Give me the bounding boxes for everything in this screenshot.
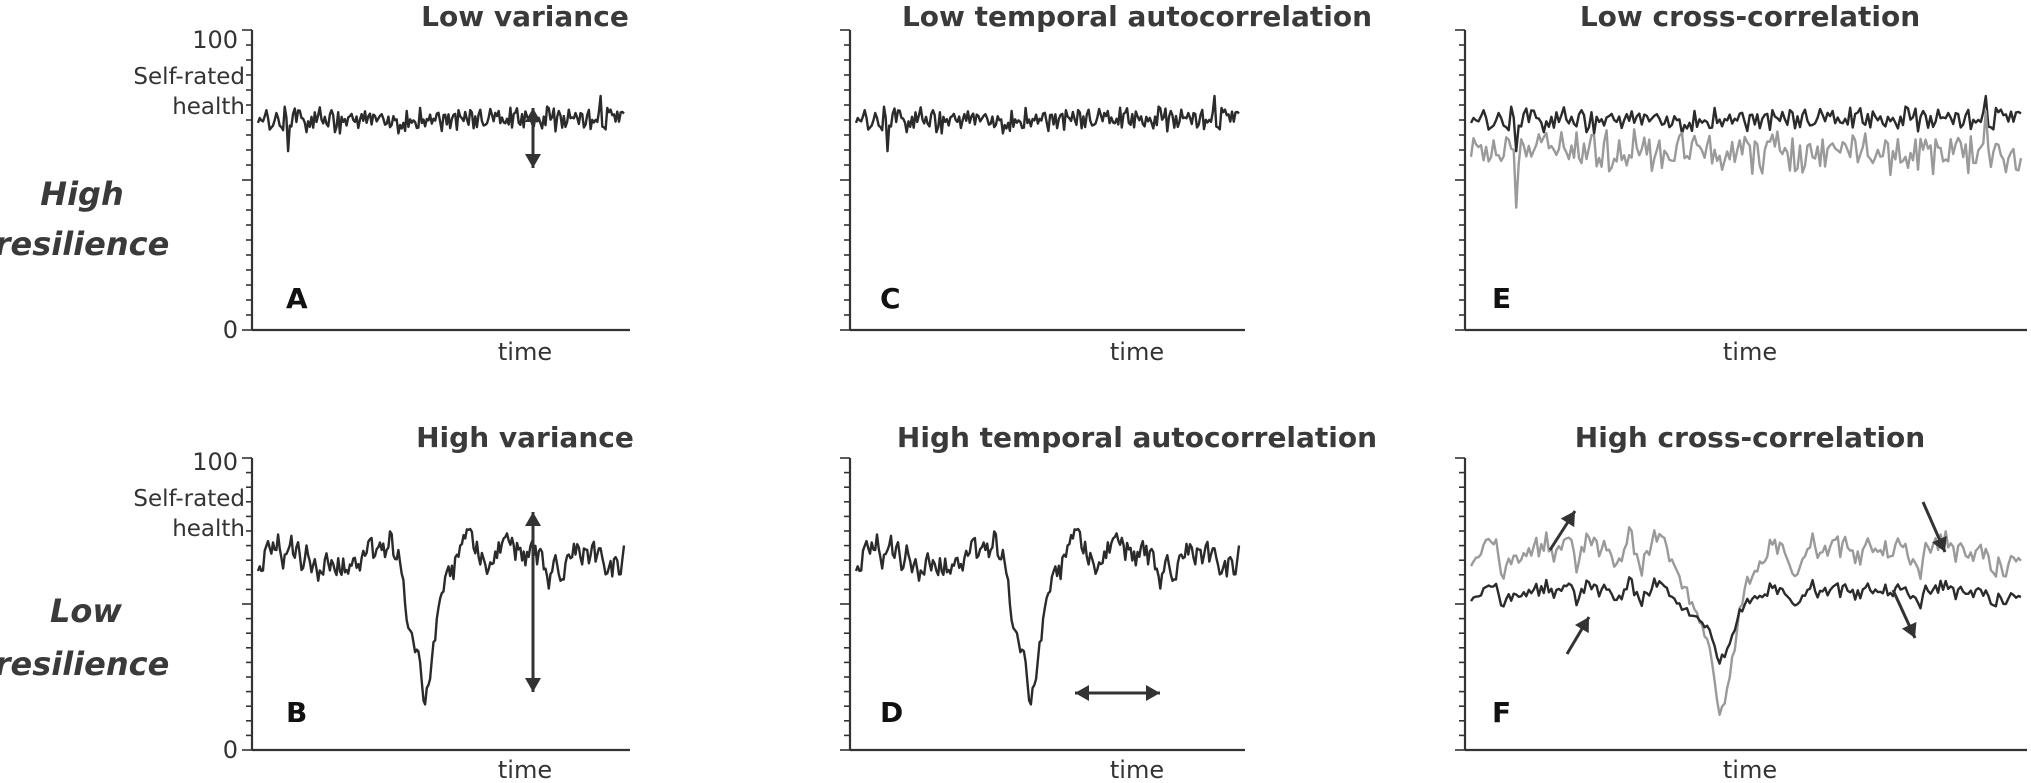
row-label-high-line1: High — [40, 175, 123, 213]
panel-b: High variance B time — [242, 421, 634, 783]
panel-f-x-label: time — [1723, 756, 1777, 783]
row-label-high-line2: resilience — [0, 225, 169, 263]
y-tick-max-bottom: 100 — [192, 448, 238, 476]
y-tick-min-top: 0 — [223, 316, 238, 344]
panel-b-axes — [242, 457, 630, 752]
y-tick-max-top: 100 — [192, 26, 238, 54]
up-arrow-f-2-head — [1574, 617, 1589, 634]
panel-a-letter: A — [286, 282, 308, 315]
row-label-low-line1: Low — [50, 592, 122, 630]
panel-a-series-1-line — [256, 94, 625, 153]
panel-b-letter: B — [286, 696, 307, 729]
y-axis-label-bottom-line2: health — [172, 516, 245, 542]
panel-e-title: Low cross-correlation — [1580, 0, 1920, 33]
autocorrelation-arrow-d-head — [1146, 685, 1160, 701]
panel-e-series — [1469, 94, 2023, 209]
panel-b-series — [256, 527, 626, 706]
y-axis-label-bottom-line1: Self-rated — [133, 486, 245, 512]
panel-c-x-label: time — [1110, 338, 1164, 366]
panel-e-series-2-line — [1469, 109, 2023, 209]
panel-c: Low temporal autocorrelation C time — [840, 0, 1372, 366]
panel-e: Low cross-correlation E time — [1455, 0, 2027, 366]
y-tick-min-bottom: 0 — [223, 736, 238, 764]
panel-f-letter: F — [1492, 696, 1511, 729]
panel-c-title: Low temporal autocorrelation — [902, 0, 1372, 33]
up-arrow-f-1-head — [1560, 511, 1575, 528]
panel-d-series — [854, 527, 1241, 706]
panel-f-title: High cross-correlation — [1575, 421, 1925, 454]
panel-f-series-1-line — [1469, 526, 2022, 716]
panel-b-title: High variance — [416, 421, 634, 454]
panel-e-axes — [1455, 29, 2027, 332]
panel-a-series — [256, 94, 625, 153]
panel-e-letter: E — [1492, 282, 1511, 315]
panel-f-series-2-line — [1470, 576, 2022, 665]
panel-c-axes — [840, 29, 1245, 332]
panel-a-axes — [242, 29, 630, 332]
panel-d: High temporal autocorrelation D time — [840, 421, 1377, 783]
panel-c-series-1-line — [854, 94, 1240, 153]
autocorrelation-arrow-d-head — [1075, 685, 1089, 701]
down-arrow-f-1-head — [1932, 535, 1947, 552]
row-label-low-line2: resilience — [0, 645, 169, 683]
panel-d-x-label: time — [1110, 756, 1164, 783]
variance-arrow-b-head — [525, 512, 541, 526]
variance-arrow-a-head — [525, 154, 541, 168]
panel-d-series-1-line — [854, 527, 1241, 706]
panel-c-letter: C — [880, 282, 901, 315]
panel-a-x-label: time — [498, 338, 552, 366]
panel-e-x-label: time — [1723, 338, 1777, 366]
down-arrow-f-2-head — [1901, 621, 1917, 638]
panel-d-letter: D — [880, 696, 903, 729]
panel-f: High cross-correlation F time — [1455, 421, 2027, 783]
panel-a: Low variance A time — [242, 0, 630, 366]
variance-arrow-a-head — [525, 108, 541, 122]
variance-arrow-b-head — [525, 678, 541, 692]
panel-f-series — [1469, 526, 2022, 716]
panel-b-series-1-line — [256, 527, 626, 706]
panel-c-series — [854, 94, 1240, 153]
y-axis-label-top-line1: Self-rated — [133, 64, 245, 90]
panel-e-series-1-line — [1469, 94, 2022, 153]
y-axis-label-top-line2: health — [172, 94, 245, 120]
panel-d-axes — [840, 457, 1245, 752]
panel-f-axes — [1455, 457, 2027, 752]
panel-b-x-label: time — [498, 756, 552, 783]
panel-a-title: Low variance — [421, 0, 629, 33]
panel-d-title: High temporal autocorrelation — [897, 421, 1377, 454]
